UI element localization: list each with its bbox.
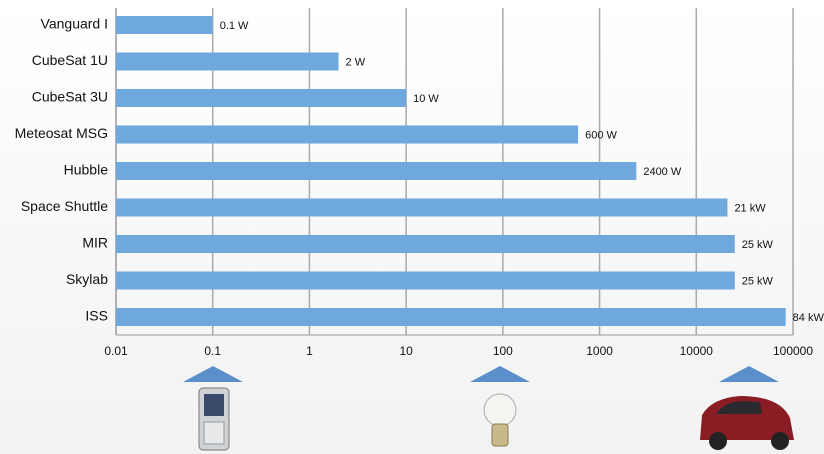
pointer-triangle (183, 366, 243, 382)
bar (116, 162, 637, 180)
y-tick-label: Space Shuttle (21, 198, 108, 214)
value-label: 25 kW (742, 275, 774, 287)
bar (116, 89, 407, 107)
y-tick-label: Meteosat MSG (15, 125, 108, 141)
bar (116, 125, 579, 144)
car-icon (700, 396, 794, 450)
bulb-icon (483, 393, 517, 447)
phone-icon (198, 387, 230, 451)
value-label: 0.1 W (220, 20, 249, 32)
y-tick-label: ISS (85, 308, 108, 324)
bar (116, 16, 213, 34)
value-label: 600 W (585, 129, 617, 141)
x-tick-label: 100 (493, 344, 513, 358)
bar (116, 271, 735, 290)
y-tick-label: CubeSat 3U (32, 89, 108, 105)
pointer-triangle (470, 366, 530, 382)
value-label: 10 W (413, 93, 439, 105)
bar (116, 308, 786, 326)
x-tick-label: 1 (306, 344, 313, 358)
bar (116, 235, 735, 253)
pointer-triangle (719, 366, 779, 382)
x-tick-label: 10 (399, 344, 413, 358)
plot-area: 0.01 0.1 1 10 100 1000 10000 100000 Vanguard I 0.… (15, 8, 824, 358)
y-tick-label: CubeSat 1U (32, 52, 108, 68)
value-label: 2400 W (643, 166, 682, 178)
y-tick-label: Vanguard I (41, 16, 108, 32)
y-tick-label: MIR (82, 235, 108, 251)
value-label: 21 kW (734, 202, 766, 214)
x-tick-label: 1000 (586, 344, 613, 358)
value-label: 2 W (346, 56, 366, 68)
bar (116, 52, 339, 71)
x-tick-label: 100000 (773, 344, 813, 358)
x-tick-label: 10000 (680, 344, 714, 358)
y-tick-label: Hubble (64, 162, 109, 178)
value-label: 25 kW (742, 239, 774, 251)
x-tick-label: 0.01 (104, 344, 128, 358)
x-tick-label: 0.1 (204, 344, 221, 358)
bar (116, 198, 728, 217)
value-label: 84 kW (793, 312, 824, 324)
y-tick-label: Skylab (66, 271, 108, 287)
